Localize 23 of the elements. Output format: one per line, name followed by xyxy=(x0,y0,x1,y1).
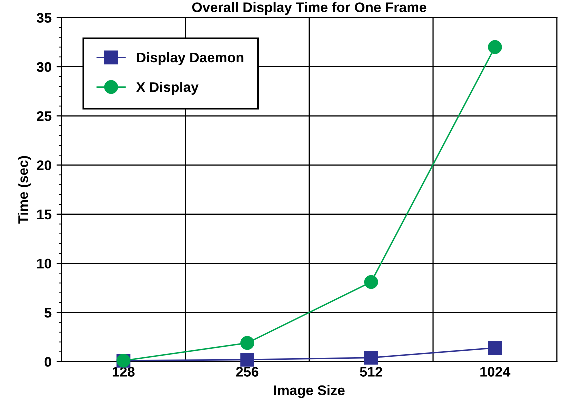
point xyxy=(240,336,254,350)
y-tick-label: 5 xyxy=(44,308,52,318)
chart-title: Overall Display Time for One Frame xyxy=(192,2,427,16)
point xyxy=(240,352,254,367)
y-axis-title: Time (sec) xyxy=(18,156,32,224)
y-tick-label: 30 xyxy=(36,62,52,72)
x-tick-label: 1024 xyxy=(480,367,511,377)
x-axis-title: Image Size xyxy=(274,385,345,398)
point xyxy=(488,341,502,356)
x-tick-label: 256 xyxy=(236,367,259,377)
y-tick-label: 10 xyxy=(37,258,52,269)
x-tick-label: 128 xyxy=(112,367,135,377)
legend-label: X Display xyxy=(136,82,199,95)
point xyxy=(364,275,378,290)
point xyxy=(488,40,502,54)
legend-label: Display Daemon xyxy=(137,52,244,66)
point xyxy=(364,351,378,365)
x-tick-label: 512 xyxy=(360,367,382,377)
y-tick-label: 25 xyxy=(37,111,52,122)
y-tick-label: 35 xyxy=(36,13,52,24)
y-tick-label: 20 xyxy=(37,160,52,170)
y-tick-label: 15 xyxy=(37,210,52,220)
y-tick-label: 0 xyxy=(44,357,52,368)
